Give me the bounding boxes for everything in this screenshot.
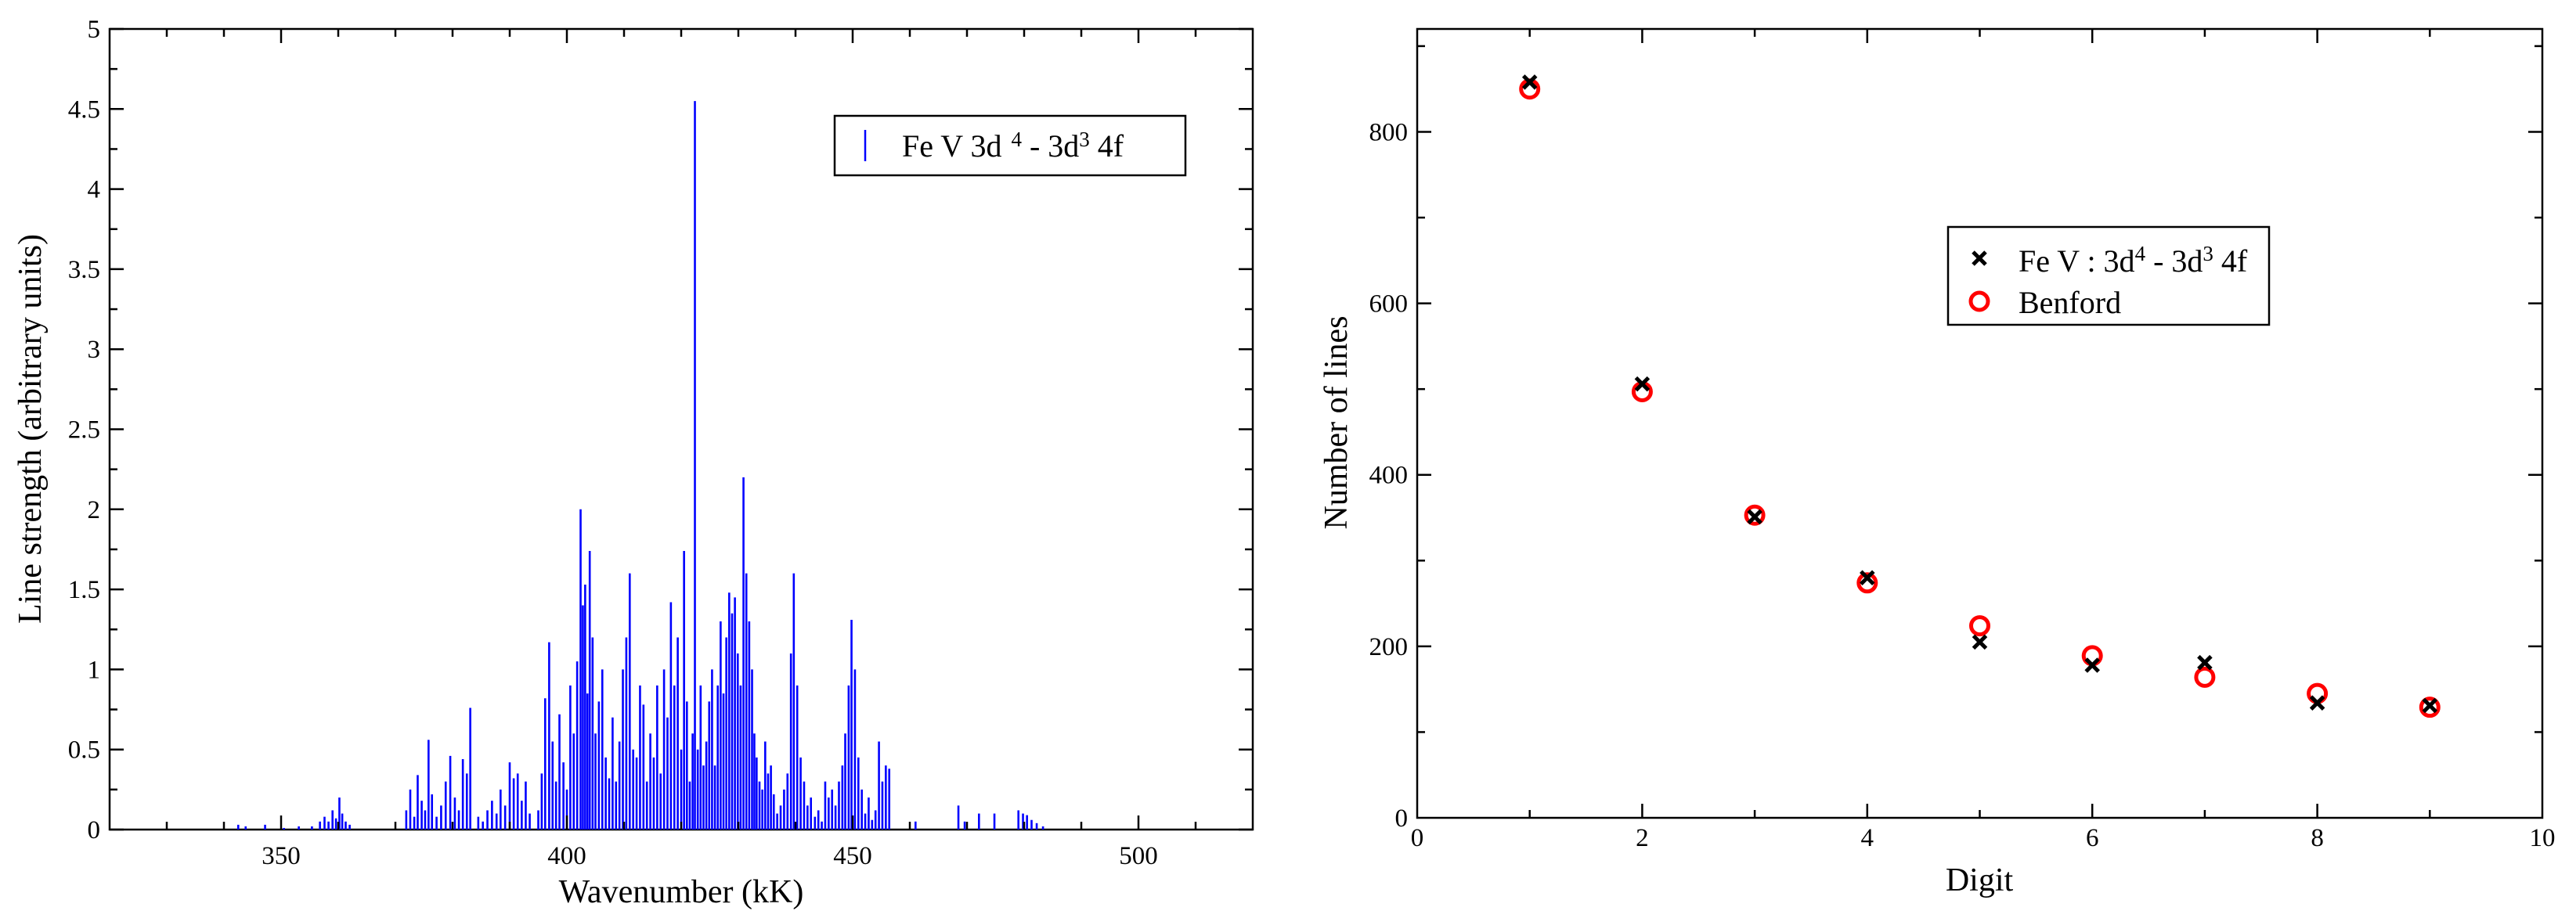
spectrum-y-tick-label: 1 [88, 656, 101, 684]
benford-point [2194, 666, 2216, 688]
spectrum-y-tick-label: 1.5 [68, 576, 100, 604]
fev-point [1860, 570, 1875, 585]
spectrum-legend-part: 4 [1011, 128, 1022, 151]
benford-legend-circle-symbol [1968, 290, 1990, 312]
benford-legend-part: 4 [2135, 242, 2146, 265]
spectrum-y-tick-label: 5 [88, 16, 101, 44]
benford-y-tick-label: 200 [1369, 633, 1409, 661]
fev-point-stroke [1521, 74, 1538, 90]
benford-legend: Fe V : 3d4 - 3d3 4f Benford [1946, 225, 2271, 326]
benford-point [2419, 697, 2441, 718]
fev-point [2309, 695, 2325, 711]
spectrum-legend: Fe V 3d 4 - 3d3 4f [833, 114, 1187, 177]
benford-x-tick-label: 6 [2086, 824, 2099, 852]
benford-y-tick-label: 800 [1369, 118, 1409, 146]
fev-point-stroke [1634, 376, 1651, 392]
spectrum-y-tick-label: 2 [88, 496, 101, 524]
benford-x-tick-label: 0 [1411, 824, 1424, 852]
benford-legend-label-benford: Benford [2019, 285, 2121, 320]
fev-point [1747, 509, 1762, 525]
fev-point-stroke [2084, 657, 2100, 673]
benford-y-tick-label: 400 [1369, 462, 1409, 490]
benford-x-axis-title: Digit [1946, 862, 2014, 898]
spectrum-y-tick-label: 3 [88, 336, 101, 364]
spectrum-x-tick-label: 400 [547, 842, 586, 870]
benford-legend-part: 4f [2213, 243, 2248, 279]
fev-point [2197, 654, 2213, 671]
benford-y-axis-title: Number of lines [1319, 316, 1355, 530]
benford-legend-part: Fe V : 3d [2019, 243, 2135, 279]
spectrum-x-tick-label: 450 [833, 842, 872, 870]
fev-point-stroke [2309, 695, 2325, 711]
fev-point-stroke [1747, 509, 1762, 525]
spectrum-x-tick-label: 350 [262, 842, 301, 870]
benford-legend-box [1946, 225, 2271, 326]
benford-legend-part: - 3d [2145, 243, 2203, 279]
spectrum-legend-label: Fe V 3d 4 - 3d3 4f [902, 128, 1124, 164]
fev-point-stroke [1860, 570, 1875, 585]
benford-x-tick-label: 10 [2530, 824, 2556, 852]
fev-point [2422, 697, 2438, 714]
benford-point [1969, 615, 1990, 637]
benford-x-tick-label: 8 [2311, 824, 2324, 852]
benford-point [1856, 572, 1878, 594]
spectrum-y-tick-label: 2.5 [68, 416, 100, 445]
benford-y-tick-label: 0 [1395, 805, 1409, 833]
benford-chart: 0 2 4 6 8 10 0 200 400 600 800 Digit Number of lin… [1319, 27, 2556, 898]
benford-y-tick-label: 600 [1369, 290, 1409, 319]
benford-axes: 0 2 4 6 8 10 0 200 400 600 800 [1369, 29, 2556, 852]
spectrum-y-tick-label: 0 [88, 816, 101, 844]
benford-legend-part: 3 [2203, 242, 2213, 265]
spectrum-axes: 350 400 450 500 0 0.5 1 1.5 2 2.5 3 3.5 4 4.5 5 [68, 16, 1253, 870]
spectrum-y-tick-label: 0.5 [68, 736, 100, 765]
benford-points [1519, 74, 2441, 718]
spectrum-chart: 350 400 450 500 0 0.5 1 1.5 2 2.5 3 3.5 4 4.5 5 Wavenu… [13, 16, 1254, 910]
benford-x-tick-label: 2 [1636, 824, 1649, 852]
spectrum-legend-part: Fe V 3d [902, 128, 1001, 164]
spectrum-legend-part: 3 [1079, 128, 1090, 151]
spectrum-x-axis-title: Wavenumber (kK) [559, 874, 804, 910]
spectrum-y-tick-label: 3.5 [68, 256, 100, 284]
benford-legend-cross-symbol [1972, 250, 1987, 266]
fev-point [2084, 657, 2100, 673]
spectrum-y-axis-title: Line strength (arbitrary units) [13, 234, 49, 624]
spectrum-legend-part: - 3d [1022, 128, 1079, 164]
benford-x-tick-label: 4 [1861, 824, 1874, 852]
benford-legend-label-fev: Fe V : 3d4 - 3d3 4f [2019, 242, 2248, 279]
fev-point [1972, 634, 1988, 650]
spectrum-legend-box [833, 114, 1187, 177]
fev-point-stroke [1972, 634, 1988, 650]
spectrum-bars [236, 101, 1044, 830]
spectrum-y-tick-label: 4 [88, 176, 101, 204]
spectrum-legend-part: 4f [1090, 128, 1124, 164]
fev-point [1634, 376, 1651, 392]
fev-point-stroke [2422, 697, 2438, 714]
benford-plot-frame [1416, 27, 2544, 819]
fev-point-stroke [2197, 654, 2213, 671]
fev-point [1521, 74, 1538, 90]
benford-point [1744, 504, 1766, 526]
spectrum-y-tick-label: 4.5 [68, 95, 100, 124]
spectrum-x-tick-label: 500 [1119, 842, 1158, 870]
